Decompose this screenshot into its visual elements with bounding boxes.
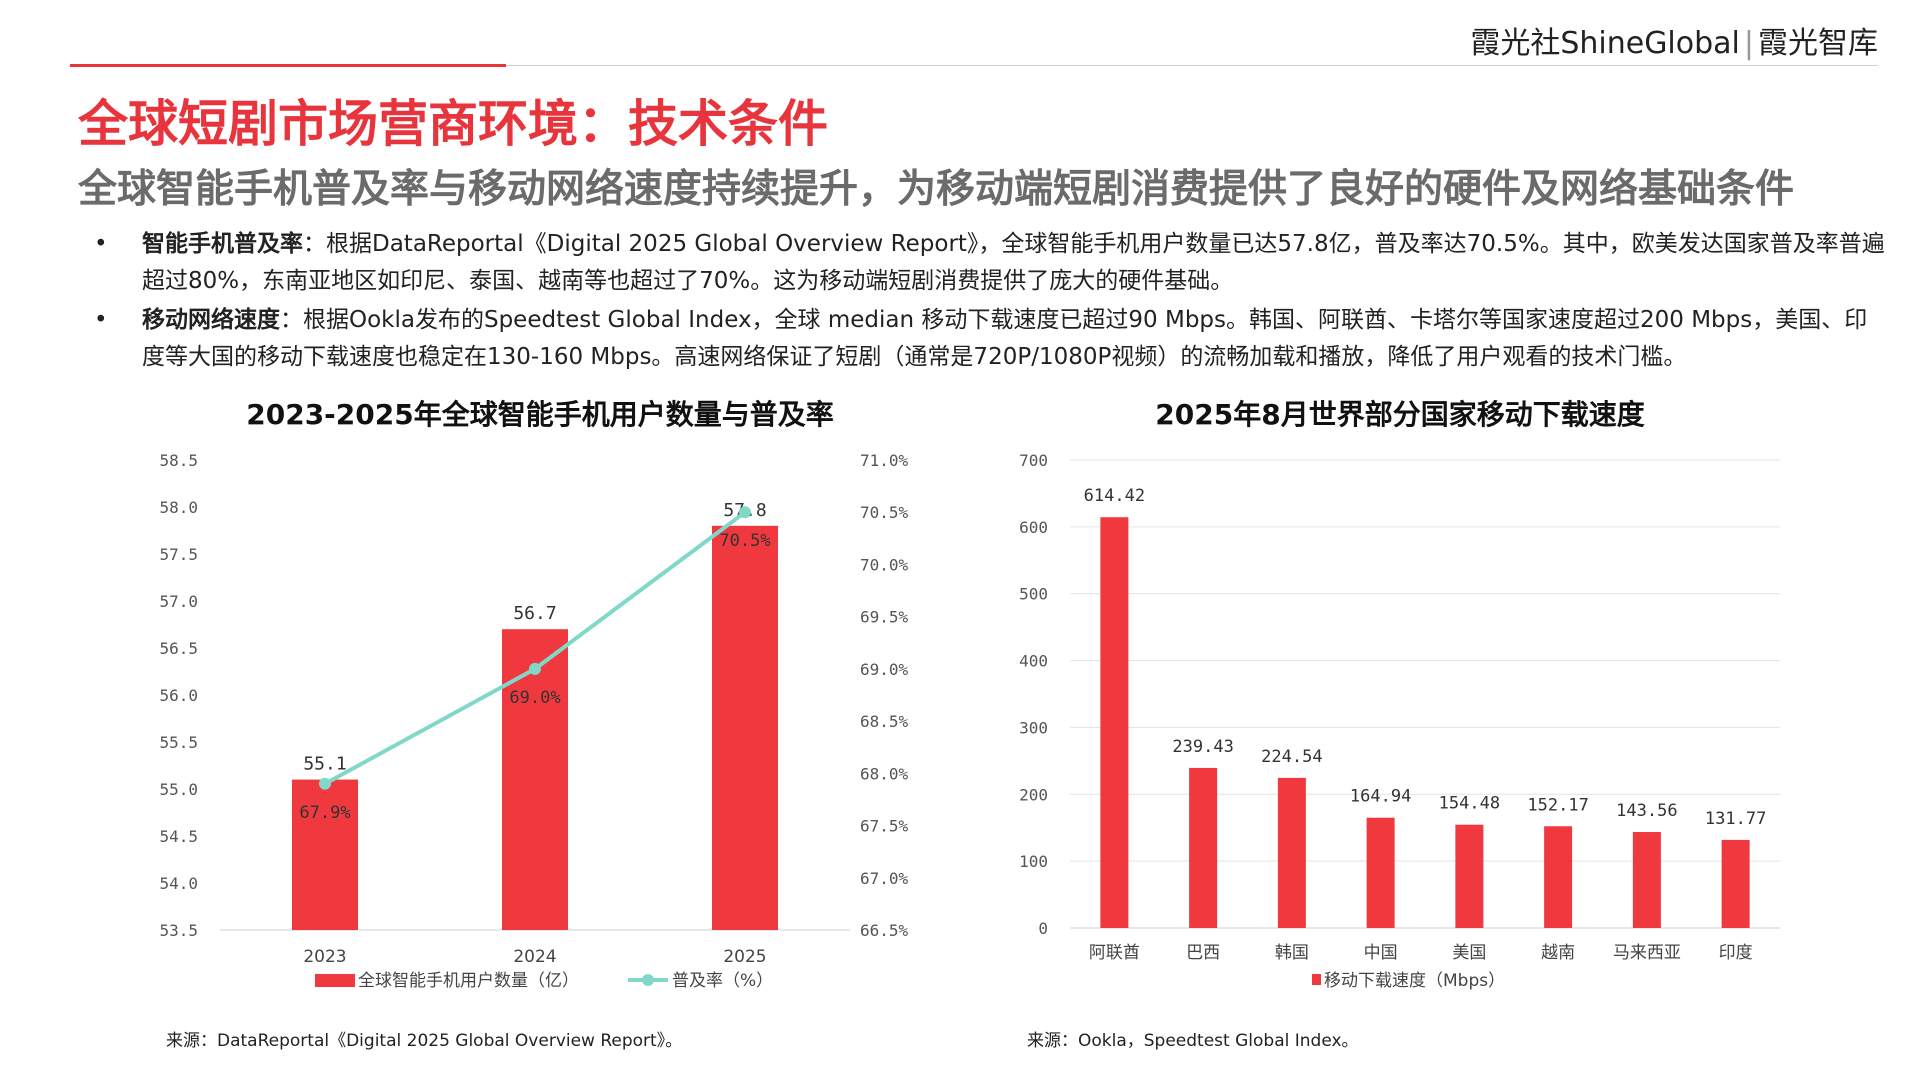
y-left-tick-label: 55.5: [159, 733, 198, 752]
chart1-source: 来源：DataReportal《Digital 2025 Global Over…: [166, 1031, 683, 1051]
bar-value-label: 224.54: [1261, 747, 1322, 767]
chart-smartphone-users: 53.5 54.0 54.5 55.0 55.5 56.0 56.5 57.0 57.5 58.0…: [159, 451, 909, 991]
bar-value-label: 152.17: [1527, 795, 1588, 815]
y-left-tick-label: 53.5: [159, 921, 198, 940]
bar-value-label: 154.48: [1439, 794, 1500, 814]
header-accent-rule: [70, 64, 506, 67]
brand-separator: |: [1743, 26, 1754, 61]
bullet-item-smartphone: 智能手机普及率：根据DataReportal《Digital 2025 Glob…: [90, 226, 1890, 300]
line-value-label: 69.0%: [509, 688, 560, 708]
y-left-tick-label: 54.0: [159, 874, 198, 893]
x-tick-label: 2023: [303, 947, 346, 967]
bar-value-label: 614.42: [1084, 486, 1145, 506]
x-tick-label: 巴西: [1186, 943, 1220, 963]
y-right-tick-label: 68.0%: [860, 764, 909, 783]
y-tick-label: 0: [1038, 919, 1048, 938]
y-tick-label: 700: [1019, 451, 1048, 470]
brand-logo: 霞光社ShineGlobal | 霞光智库: [1470, 18, 1878, 62]
bar-value-label: 131.77: [1705, 809, 1766, 829]
x-tick-label: 越南: [1541, 943, 1575, 963]
bar: [1100, 517, 1129, 928]
legend-bar-swatch: [315, 974, 355, 987]
y-tick-label: 400: [1019, 652, 1048, 671]
line-point: [529, 662, 541, 675]
bar: [712, 525, 778, 930]
y-left-tick-label: 56.0: [159, 686, 198, 705]
x-tick-label: 印度: [1719, 943, 1753, 963]
y-tick-label: 200: [1019, 785, 1048, 804]
bullet-label: 移动网络速度: [142, 307, 280, 333]
y-right-tick-label: 70.0%: [860, 555, 909, 574]
chart-download-speed: 0 100 200 300 400 500 600 700 614.42 阿联酋 239.43 巴西 2…: [1019, 451, 1780, 991]
y-right-tick-label: 67.0%: [860, 869, 909, 888]
bar-value-label: 55.1: [303, 754, 346, 775]
page-title: 全球短剧市场营商环境：技术条件: [78, 95, 828, 153]
bullet-label: 智能手机普及率: [142, 231, 303, 257]
chart1-title: 2023-2025年全球智能手机用户数量与普及率: [246, 398, 834, 431]
line-point: [319, 777, 331, 790]
line-point: [739, 506, 751, 519]
y-tick-label: 600: [1019, 518, 1048, 537]
y-left-tick-label: 58.0: [159, 498, 198, 517]
bar: [1632, 832, 1661, 928]
x-tick-label: 中国: [1364, 943, 1398, 963]
brand-right: 霞光智库: [1758, 26, 1878, 61]
bar: [1366, 817, 1395, 928]
y-left-tick-label: 57.0: [159, 592, 198, 611]
y-right-tick-label: 70.5%: [860, 503, 909, 522]
line-value-label: 67.9%: [299, 803, 350, 823]
bar-value-label: 143.56: [1616, 801, 1677, 821]
legend-line-marker: [642, 974, 654, 986]
y-right-tick-label: 69.5%: [860, 608, 909, 627]
bar-value-label: 239.43: [1172, 737, 1233, 757]
chart2-source: 来源：Ookla，Speedtest Global Index。: [1027, 1031, 1359, 1051]
x-tick-label: 阿联酋: [1089, 943, 1140, 963]
y-left-tick-label: 54.5: [159, 827, 198, 846]
bar: [1277, 777, 1306, 928]
y-right-tick-label: 66.5%: [860, 921, 909, 940]
line-value-label: 70.5%: [719, 531, 770, 551]
legend-swatch: [1312, 974, 1321, 985]
bullet-item-network: 移动网络速度：根据Ookla发布的Speedtest Global Index，…: [90, 302, 1890, 376]
x-tick-label: 美国: [1452, 943, 1486, 963]
legend-label: 移动下载速度（Mbps）: [1324, 971, 1505, 991]
bullet-text: ：根据DataReportal《Digital 2025 Global Over…: [142, 231, 1885, 294]
y-right-tick-label: 67.5%: [860, 817, 909, 836]
y-tick-label: 100: [1019, 852, 1048, 871]
y-right-tick-label: 69.0%: [860, 660, 909, 679]
bullet-text: ：根据Ookla发布的Speedtest Global Index，全球 med…: [142, 307, 1868, 370]
bar: [1455, 824, 1484, 928]
page-subtitle: 全球智能手机普及率与移动网络速度持续提升，为移动端短剧消费提供了良好的硬件及网络…: [78, 167, 1795, 212]
bullet-list: 智能手机普及率：根据DataReportal《Digital 2025 Glob…: [90, 226, 1890, 378]
y-left-tick-label: 56.5: [159, 639, 198, 658]
bar-value-label: 164.94: [1350, 787, 1411, 807]
bar-value-label: 56.7: [513, 603, 556, 624]
y-left-tick-label: 58.5: [159, 451, 198, 470]
bar: [292, 779, 358, 930]
y-right-tick-label: 68.5%: [860, 712, 909, 731]
bar: [1189, 767, 1218, 928]
x-tick-label: 2025: [723, 947, 766, 967]
y-tick-label: 300: [1019, 718, 1048, 737]
chart2-title: 2025年8月世界部分国家移动下载速度: [1155, 398, 1645, 431]
x-tick-label: 2024: [513, 947, 556, 967]
brand-left: 霞光社ShineGlobal: [1470, 26, 1740, 61]
bar: [1721, 839, 1750, 928]
y-left-tick-label: 57.5: [159, 545, 198, 564]
legend-bar-label: 全球智能手机用户数量（亿）: [358, 971, 579, 991]
bar: [1544, 826, 1573, 928]
x-tick-label: 韩国: [1275, 943, 1309, 963]
y-left-tick-label: 55.0: [159, 780, 198, 799]
legend-line-label: 普及率（%）: [672, 971, 773, 991]
y-tick-label: 500: [1019, 585, 1048, 604]
x-tick-label: 马来西亚: [1613, 943, 1681, 963]
header-divider: [506, 65, 1878, 66]
y-right-tick-label: 71.0%: [860, 451, 909, 470]
